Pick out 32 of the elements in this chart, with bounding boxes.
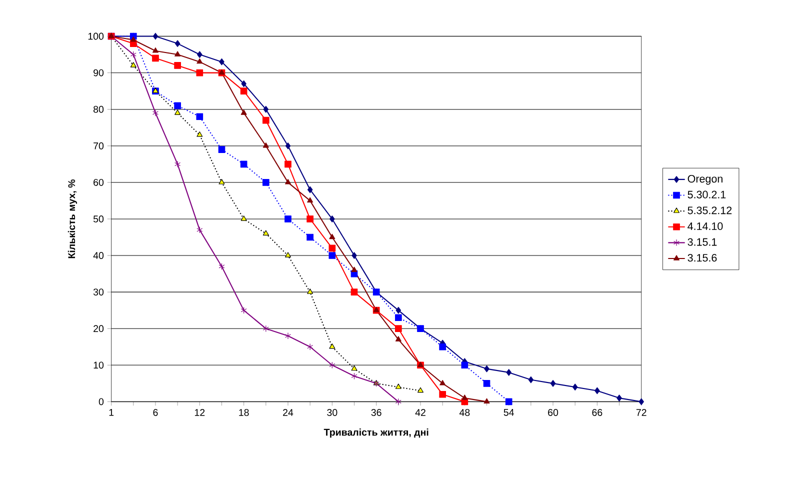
x-tick-label: 54 bbox=[504, 409, 514, 416]
x-tick-label: 60 bbox=[548, 409, 558, 416]
y-axis-title: Кількість мух, % bbox=[68, 179, 78, 258]
y-tick-label: 20 bbox=[94, 325, 104, 332]
y-tick-label: 80 bbox=[94, 106, 104, 113]
x-tick-label: 36 bbox=[371, 409, 382, 416]
legend-label: 5.30.2.1 bbox=[688, 190, 726, 198]
x-tick-label: 18 bbox=[239, 409, 249, 416]
legend-label: 4.14.10 bbox=[688, 222, 723, 230]
legend-label: 5.35.2.12 bbox=[688, 206, 732, 214]
x-tick-label: 1 bbox=[109, 409, 114, 416]
y-tick-label: 70 bbox=[94, 142, 104, 150]
y-tick-label: 0 bbox=[98, 398, 104, 406]
x-tick-label: 6 bbox=[153, 409, 158, 416]
x-tick-label: 48 bbox=[459, 409, 470, 416]
legend-label: 3.15.1 bbox=[688, 238, 717, 246]
y-tick-label: 40 bbox=[93, 252, 104, 259]
x-tick-label: 42 bbox=[415, 409, 426, 416]
legend-label: Oregon bbox=[688, 174, 722, 185]
y-tick-label: 10 bbox=[94, 362, 104, 369]
x-tick-label: 30 bbox=[327, 409, 338, 416]
x-axis-title: Тривалість життя, дні bbox=[324, 428, 428, 438]
y-tick-label: 90 bbox=[94, 69, 104, 76]
x-tick-label: 12 bbox=[194, 409, 205, 416]
x-tick-label: 24 bbox=[283, 409, 294, 416]
x-tick-label: 66 bbox=[592, 409, 602, 416]
y-tick-label: 60 bbox=[94, 178, 104, 186]
y-tick-label: 50 bbox=[93, 216, 104, 222]
y-tick-label: 30 bbox=[93, 288, 104, 296]
x-tick-label: 72 bbox=[636, 409, 646, 416]
y-tick-label: 100 bbox=[88, 32, 104, 40]
legend-label: 3.15.6 bbox=[688, 254, 717, 262]
